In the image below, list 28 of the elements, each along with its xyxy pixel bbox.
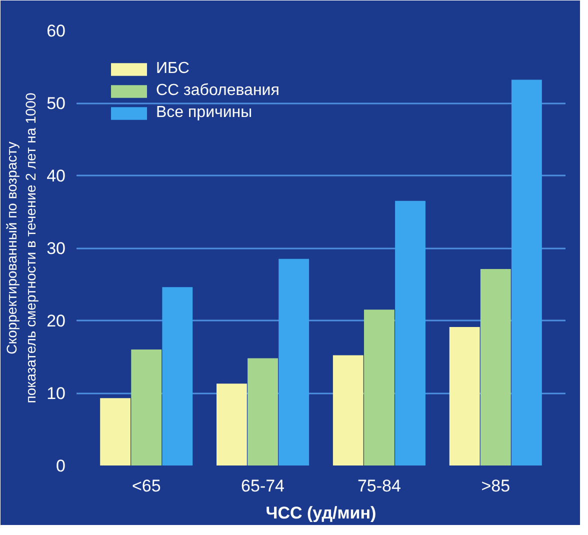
x-tick-label: 65-74 bbox=[241, 476, 285, 496]
x-tick-label: <65 bbox=[132, 476, 161, 496]
bar bbox=[395, 200, 426, 466]
x-tick-label: >85 bbox=[481, 476, 510, 496]
y-tick-label: 40 bbox=[46, 166, 66, 186]
y-tick-label: 0 bbox=[56, 456, 66, 476]
y-tick-label: 20 bbox=[46, 312, 66, 330]
y-tick-label: 10 bbox=[46, 384, 66, 403]
bar bbox=[216, 384, 247, 466]
y-tick-label: 50 bbox=[46, 94, 66, 113]
bar bbox=[332, 355, 364, 466]
bar bbox=[364, 310, 394, 466]
bar bbox=[131, 350, 162, 466]
y-axis-title: Скорректированный по возрасту показатель смертности в течение 2 лет на 1000 bbox=[3, 92, 39, 404]
bar bbox=[511, 80, 542, 466]
bar bbox=[480, 269, 511, 466]
legend-label: СС заболевания bbox=[156, 82, 280, 100]
bar bbox=[248, 358, 278, 466]
bar bbox=[449, 327, 480, 466]
y-tick-label: 60 bbox=[46, 22, 66, 40]
x-axis-title: ЧСС (уд/мин) bbox=[266, 504, 376, 522]
legend-label: Все причины bbox=[156, 104, 252, 122]
y-tick-label: 30 bbox=[46, 239, 66, 258]
x-tick-label: 75-84 bbox=[357, 476, 401, 496]
bar bbox=[278, 258, 310, 466]
bar bbox=[100, 398, 131, 466]
bar bbox=[162, 287, 193, 466]
legend-label: ИБС bbox=[156, 60, 190, 78]
